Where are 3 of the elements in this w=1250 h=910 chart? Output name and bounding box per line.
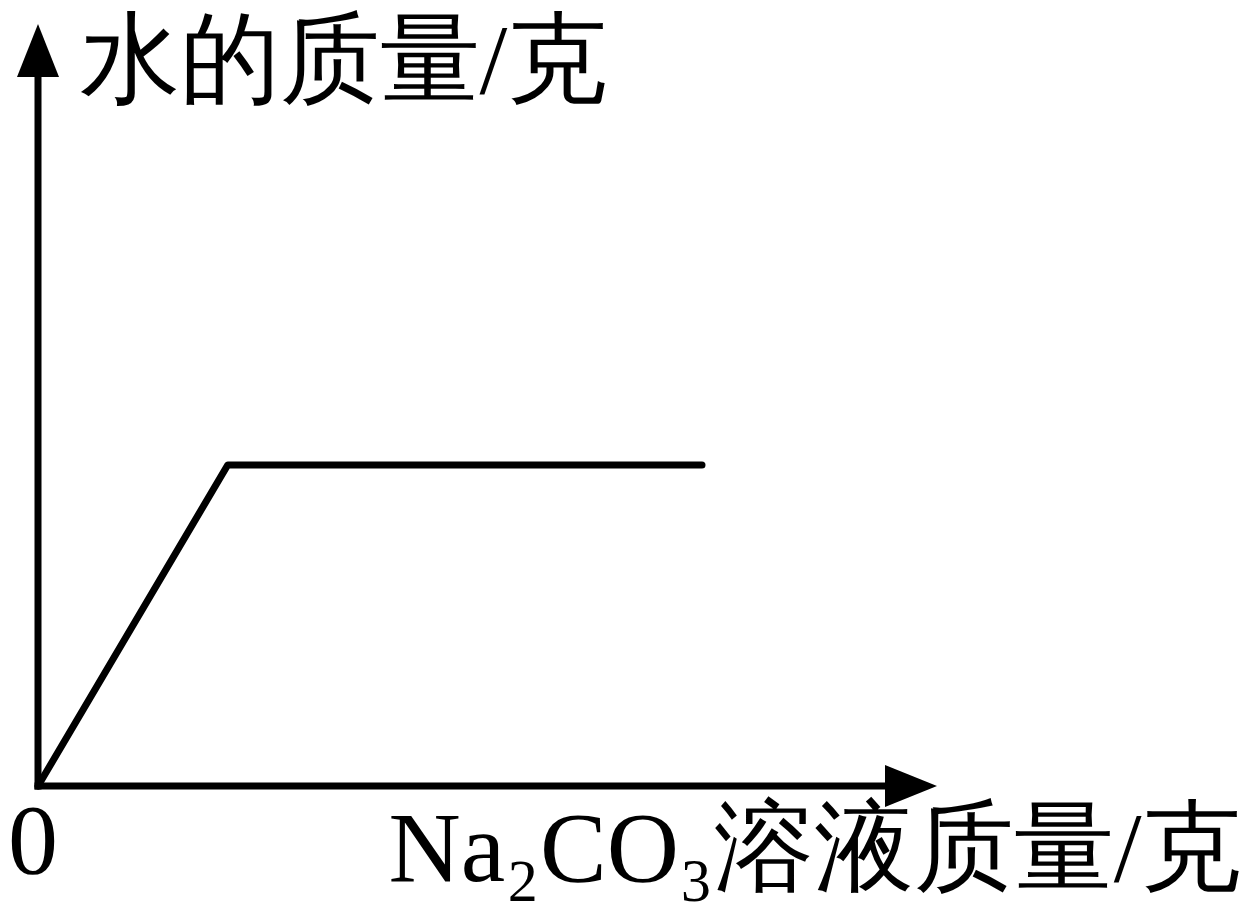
x-axis-title: Na₂CO₃溶液质量/克 [388, 791, 1242, 903]
annotation: 0 [8, 784, 58, 895]
y-axis-title: 水的质量/克 [79, 3, 608, 115]
